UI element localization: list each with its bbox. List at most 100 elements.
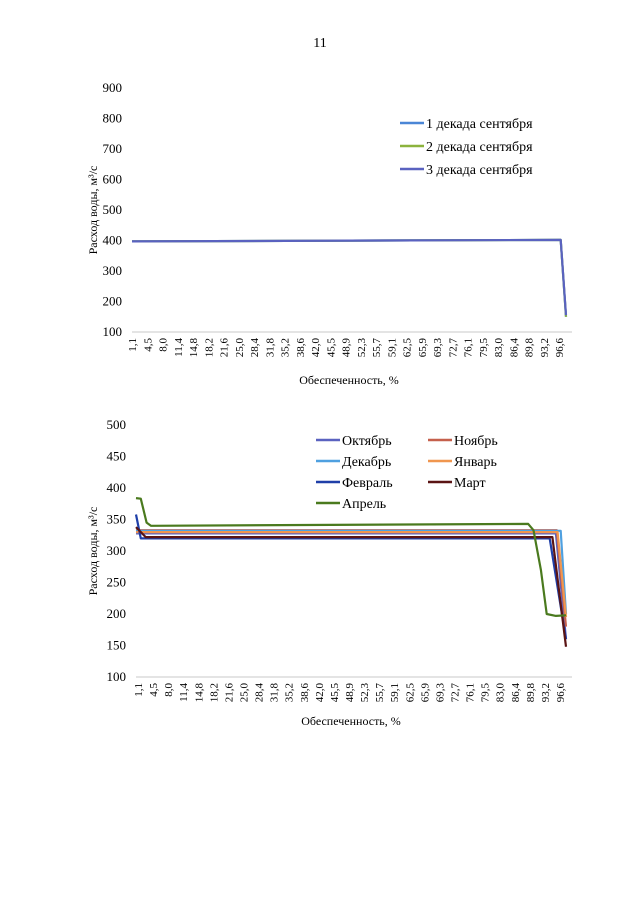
x-tick-label: 4,5 [142, 338, 154, 352]
x-tick-label: 55,7 [371, 338, 383, 358]
y-tick-label: 450 [107, 449, 127, 464]
x-tick-label: 52,3 [356, 338, 368, 358]
legend-label: 1 декада сентября [426, 117, 533, 132]
page-number: 11 [313, 36, 327, 51]
x-tick-label: 55,7 [374, 683, 386, 703]
x-tick-label: 14,8 [188, 338, 200, 358]
legend-label: 2 декада сентября [426, 140, 533, 155]
legend-label: Ноябрь [454, 434, 498, 449]
x-tick-label: 76,1 [463, 338, 475, 357]
x-tick-label: 89,8 [524, 338, 536, 358]
series-line-3 [136, 529, 568, 615]
x-tick-label: 21,6 [223, 683, 235, 703]
x-tick-label: 96,6 [555, 683, 567, 703]
x-tick-label: 38,6 [299, 683, 311, 703]
x-tick-label: 21,6 [219, 338, 231, 358]
x-axis-title: Обеспеченность, % [301, 714, 401, 728]
x-tick-label: 1,1 [127, 338, 139, 352]
y-tick-label: 100 [107, 669, 127, 684]
x-tick-label: 14,8 [193, 683, 205, 703]
x-tick-label: 79,5 [480, 683, 492, 703]
y-tick-label: 250 [107, 575, 127, 590]
legend-label: Январь [454, 455, 497, 470]
y-tick-label: 500 [107, 417, 127, 432]
x-axis-title: Обеспеченность, % [299, 373, 399, 387]
legend-label: Апрель [342, 497, 386, 512]
y-tick-label: 300 [103, 263, 123, 278]
y-tick-label: 600 [103, 172, 123, 187]
x-tick-label: 8,0 [163, 683, 175, 697]
y-tick-label: 300 [107, 543, 127, 558]
x-tick-label: 42,0 [310, 338, 322, 358]
x-tick-label: 38,6 [295, 338, 307, 358]
x-tick-label: 48,9 [341, 338, 353, 358]
x-tick-label: 93,2 [539, 338, 551, 357]
legend-label: 3 декада сентября [426, 163, 533, 178]
legend-label: Декабрь [342, 455, 391, 470]
y-tick-label: 700 [103, 141, 123, 156]
x-tick-label: 62,5 [404, 683, 416, 703]
x-tick-label: 62,5 [402, 338, 414, 358]
x-tick-label: 35,2 [280, 338, 292, 357]
x-tick-label: 35,2 [284, 683, 296, 702]
y-tick-label: 150 [107, 638, 127, 653]
x-tick-label: 72,7 [450, 683, 462, 703]
x-tick-label: 42,0 [314, 683, 326, 703]
x-tick-label: 52,3 [359, 683, 371, 703]
x-tick-label: 69,3 [432, 338, 444, 358]
x-tick-label: 59,1 [386, 338, 398, 357]
x-tick-label: 8,0 [158, 338, 170, 352]
x-tick-label: 89,8 [525, 683, 537, 703]
x-tick-label: 86,4 [508, 338, 520, 358]
y-tick-label: 400 [107, 480, 127, 495]
legend-label: Февраль [342, 476, 393, 491]
x-tick-label: 25,0 [239, 683, 251, 703]
x-tick-label: 79,5 [478, 338, 490, 358]
series-line-6 [135, 526, 568, 647]
y-axis-title: Расход воды, м³/с [86, 166, 100, 255]
legend-label: Март [454, 476, 486, 491]
y-tick-label: 100 [103, 324, 123, 339]
y-tick-label: 350 [107, 512, 127, 527]
x-tick-label: 83,0 [493, 338, 505, 358]
x-tick-label: 96,6 [554, 338, 566, 358]
x-tick-label: 48,9 [344, 683, 356, 703]
x-tick-label: 65,9 [419, 683, 431, 703]
y-tick-label: 200 [107, 606, 127, 621]
series-line-2 [136, 529, 568, 627]
x-tick-label: 11,4 [173, 338, 185, 357]
x-tick-label: 72,7 [447, 338, 459, 358]
y-tick-label: 800 [103, 111, 123, 126]
series-line-7 [135, 497, 567, 618]
series-line-4 [136, 530, 568, 618]
y-tick-label: 500 [103, 202, 123, 217]
y-axis-title: Расход воды, м³/с [86, 507, 100, 596]
series-line-3 [131, 238, 568, 316]
y-tick-label: 900 [103, 80, 123, 95]
x-tick-label: 18,2 [208, 683, 220, 702]
x-tick-label: 1,1 [133, 683, 145, 697]
x-tick-label: 86,4 [510, 683, 522, 703]
y-tick-label: 200 [103, 294, 123, 309]
x-tick-label: 31,8 [269, 683, 281, 703]
x-tick-label: 69,3 [434, 683, 446, 703]
x-tick-label: 18,2 [203, 338, 215, 357]
x-tick-label: 93,2 [540, 683, 552, 702]
x-tick-label: 11,4 [178, 683, 190, 702]
x-tick-label: 25,0 [234, 338, 246, 358]
x-tick-label: 65,9 [417, 338, 429, 358]
series-line-1 [136, 532, 568, 640]
x-tick-label: 45,5 [329, 683, 341, 703]
x-tick-label: 31,8 [264, 338, 276, 358]
x-tick-label: 4,5 [148, 683, 160, 697]
x-tick-label: 28,4 [254, 683, 266, 703]
legend-label: Октябрь [342, 434, 392, 449]
x-tick-label: 76,1 [465, 683, 477, 702]
y-tick-label: 400 [103, 233, 123, 248]
x-tick-label: 28,4 [249, 338, 261, 358]
x-tick-label: 45,5 [325, 338, 337, 358]
x-tick-label: 59,1 [389, 683, 401, 702]
x-tick-label: 83,0 [495, 683, 507, 703]
